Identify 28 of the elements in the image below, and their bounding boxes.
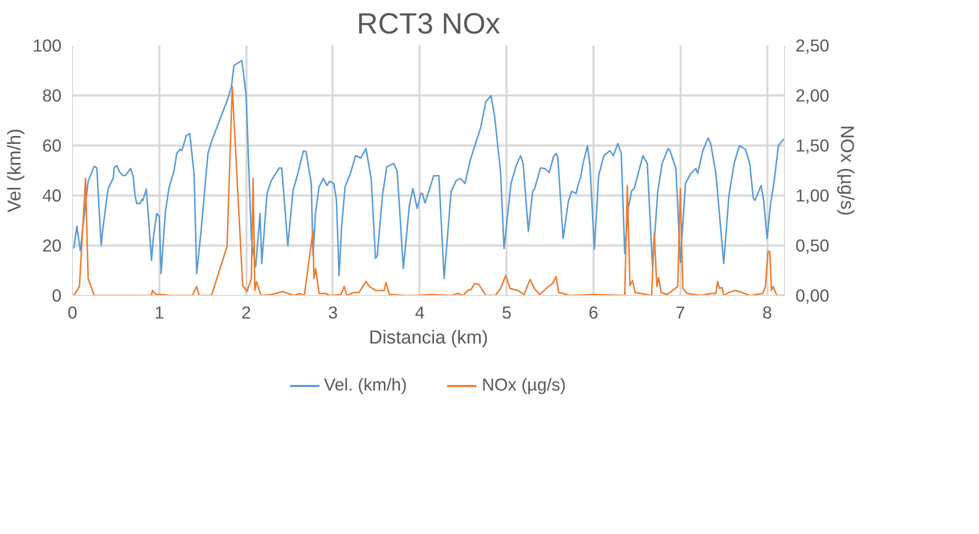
x-tick-label: 1 — [154, 302, 164, 322]
y-tick-label: 0 — [52, 286, 62, 306]
x-tick-label: 2 — [241, 302, 251, 322]
y-axis-title: Vel (km/h) — [4, 128, 25, 212]
x-axis-title: Distancia (km) — [368, 326, 488, 348]
y2-tick-label: 0,00 — [796, 286, 830, 306]
y-tick-label: 40 — [42, 186, 62, 206]
y2-tick-label: 2,00 — [796, 86, 830, 106]
y2-tick-label: 1,50 — [796, 136, 830, 156]
legend-label: NOx (µg/s) — [482, 374, 566, 396]
x-tick-label: 7 — [675, 302, 686, 322]
y2-tick-label: 2,50 — [796, 36, 830, 56]
x-tick-label: 8 — [762, 302, 772, 322]
x-tick-label: 4 — [415, 302, 425, 322]
y-tick-label: 60 — [42, 136, 62, 156]
legend-label: Vel. (km/h) — [324, 374, 407, 396]
y2-tick-label: 1,00 — [796, 186, 830, 206]
chart-title: RCT3 NOx — [356, 8, 501, 40]
x-tick-label: 5 — [502, 302, 512, 322]
y2-axis-title: NOx (µg/s) — [837, 125, 858, 216]
x-tick-label: 6 — [588, 302, 598, 322]
y-tick-label: 80 — [42, 86, 62, 106]
x-tick-label: 0 — [68, 302, 78, 322]
x-tick-label: 3 — [328, 302, 338, 322]
y-tick-label: 20 — [42, 236, 62, 256]
y2-tick-label: 0,50 — [796, 236, 830, 256]
y-tick-label: 100 — [32, 36, 62, 56]
line-series — [73, 60, 784, 280]
